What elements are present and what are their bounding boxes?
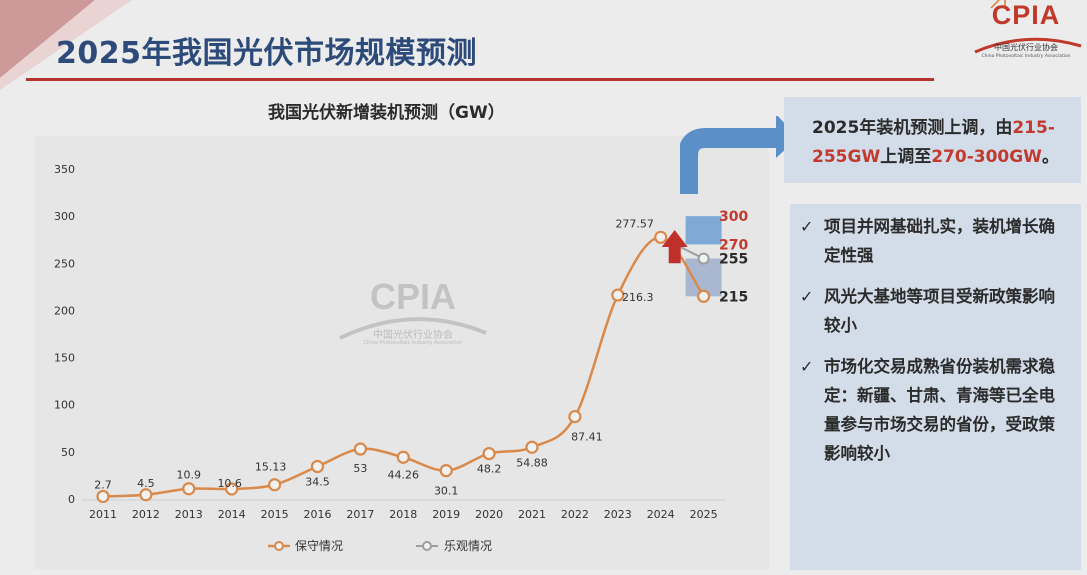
watermark: CPIA 中国光伏行业协会 China Photovoltaic Industr… — [338, 268, 488, 358]
data-label: 216.3 — [622, 291, 654, 304]
data-point-conservative — [482, 446, 496, 461]
series-line-conservative — [102, 236, 705, 498]
x-tick-label: 2024 — [647, 508, 675, 521]
chart-panel — [34, 136, 769, 569]
y-tick-label: 100 — [54, 399, 75, 412]
y-tick-label: 350 — [54, 163, 75, 176]
x-tick-label: 2015 — [261, 508, 289, 521]
data-label: 4.5 — [137, 477, 155, 490]
callout-text-3: 。 — [1041, 147, 1059, 167]
x-tick-label: 2021 — [518, 508, 546, 521]
callout-text-2: 上调至 — [880, 147, 932, 167]
list-item-text: 风光大基地等项目受新政策影响较小 — [824, 287, 1055, 335]
data-point-conservative — [696, 289, 711, 303]
legend-label-conservative: 保守情况 — [295, 539, 343, 553]
data-label: 2.7 — [94, 478, 112, 491]
data-point-conservative — [439, 464, 453, 478]
check-icon: ✓ — [800, 287, 814, 306]
data-label: 10.6 — [217, 477, 242, 490]
y-tick-label: 200 — [54, 304, 75, 317]
data-label: 10.9 — [177, 469, 202, 482]
chart-title: 我国光伏新增装机预测（GW） — [268, 103, 505, 123]
up-arrow-icon — [661, 230, 688, 264]
x-tick-label: 2025 — [690, 508, 718, 521]
watermark-subtitle-en: China Photovoltaic Industry Association — [363, 340, 463, 346]
corner-decoration — [0, 0, 132, 90]
data-point-optimistic — [697, 252, 710, 265]
check-icon: ✓ — [800, 217, 814, 236]
cpia-logo: CPIA 中国光伏行业协会 China Photovoltaic Industr… — [965, 0, 1087, 70]
callout-arrow-icon — [680, 116, 798, 194]
logo-text: CPIA — [991, 0, 1061, 30]
data-label: 53 — [353, 462, 367, 475]
list-item-text: 项目并网基础扎实，装机增长确定性强 — [824, 217, 1055, 265]
y-tick-label: 50 — [61, 446, 75, 459]
data-label: 44.26 — [388, 468, 420, 481]
data-point-conservative — [568, 409, 582, 424]
data-point-conservative — [310, 459, 325, 474]
list-item: ✓ 风光大基地等项目受新政策影响较小 — [800, 282, 1071, 340]
watermark-swoosh-icon — [339, 317, 487, 340]
x-tick-label: 2011 — [89, 508, 117, 521]
callout-text-1: 2025年装机预测上调，由 — [812, 118, 1013, 138]
y-tick-label: 0 — [68, 493, 75, 506]
data-point-conservative — [654, 230, 668, 244]
line-chart: 0 50 100 150 200 250 300 350 2011 2012 2013 2014 201… — [54, 163, 748, 553]
x-tick-label: 2017 — [346, 508, 374, 521]
data-point-conservative — [96, 489, 110, 504]
y-tick-label: 150 — [54, 352, 75, 365]
x-tick-label: 2020 — [475, 508, 503, 521]
x-tick-label: 2019 — [432, 508, 460, 521]
logo-swoosh-icon — [974, 0, 1082, 54]
callout-old-range: 215-255GW — [812, 118, 1055, 167]
range-label: 300 — [719, 209, 748, 225]
data-label: 48.2 — [477, 463, 502, 476]
legend-marker-optimistic — [422, 541, 432, 551]
y-tick-label: 300 — [54, 210, 75, 223]
x-tick-label: 2016 — [304, 508, 332, 521]
logo-subtitle-en: China Photovoltaic Industry Association — [981, 54, 1071, 59]
data-point-conservative — [182, 482, 196, 496]
forecast-callout: 2025年装机预测上调，由215-255GW上调至270-300GW。 — [784, 97, 1081, 183]
x-tick-label: 2023 — [604, 508, 632, 521]
range-label: 215 — [719, 289, 748, 305]
legend-label-optimistic: 乐观情况 — [444, 539, 492, 553]
watermark-text: CPIA — [369, 276, 456, 317]
data-point-conservative — [525, 440, 539, 454]
y-tick-label: 250 — [54, 257, 75, 270]
data-point-conservative — [225, 482, 239, 496]
x-tick-label: 2013 — [175, 508, 203, 521]
data-point-conservative — [139, 488, 153, 502]
data-label: 15.13 — [255, 461, 287, 474]
callout-new-range: 270-300GW — [931, 147, 1042, 167]
data-label: 54.88 — [516, 456, 548, 469]
watermark-subtitle: 中国光伏行业协会 — [373, 330, 453, 341]
data-point-conservative — [268, 478, 282, 492]
list-item: ✓ 项目并网基础扎实，装机增长确定性强 — [800, 212, 1071, 270]
legend-marker-conservative — [274, 541, 284, 551]
data-label: 34.5 — [305, 475, 330, 488]
x-tick-label: 2014 — [218, 508, 246, 521]
list-item-text: 市场化交易成熟省份装机需求稳定：新疆、甘肃、青海等已全电量参与市场交易的省份，受… — [824, 357, 1055, 463]
x-tick-label: 2022 — [561, 508, 589, 521]
range-label: 255 — [719, 252, 748, 268]
range-label: 270 — [719, 237, 748, 253]
reason-list: ✓ 项目并网基础扎实，装机增长确定性强 ✓ 风光大基地等项目受新政策影响较小 ✓… — [790, 204, 1081, 570]
check-icon: ✓ — [800, 357, 814, 376]
list-item: ✓ 市场化交易成熟省份装机需求稳定：新疆、甘肃、青海等已全电量参与市场交易的省份… — [800, 352, 1071, 468]
data-point-conservative — [396, 450, 410, 464]
data-point-conservative — [611, 288, 625, 302]
page-title: 2025年我国光伏市场规模预测 — [56, 36, 477, 71]
data-point-conservative — [353, 442, 367, 456]
x-tick-label: 2018 — [389, 508, 417, 521]
title-divider — [26, 78, 934, 81]
logo-subtitle: 中国光伏行业协会 — [994, 43, 1058, 52]
data-label: 277.57 — [615, 217, 654, 230]
x-tick-label: 2012 — [132, 508, 160, 521]
data-label: 87.41 — [571, 431, 603, 444]
revised-range-box — [685, 216, 722, 245]
data-label: 30.1 — [434, 485, 459, 498]
